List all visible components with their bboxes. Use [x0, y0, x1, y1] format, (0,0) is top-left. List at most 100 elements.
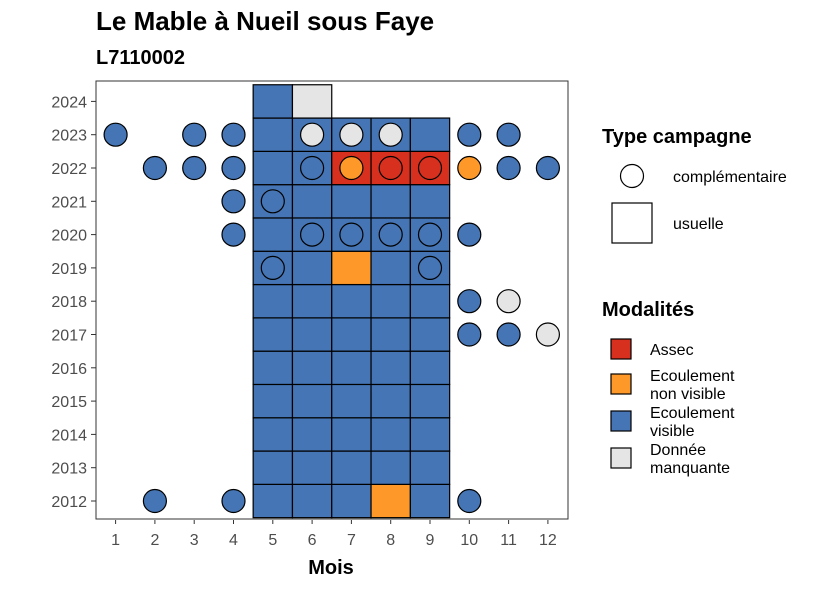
tile-2014-8	[370, 417, 411, 452]
y-tick-label: 2019	[51, 261, 87, 278]
legend-label-assec: Assec	[650, 342, 694, 359]
legend-shape-label: usuelle	[673, 216, 724, 233]
tile-2015-9	[409, 383, 451, 419]
y-tick-label: 2015	[51, 394, 87, 411]
y-tick-label: 2021	[51, 194, 87, 211]
tile-2014-6	[291, 417, 333, 452]
point-2019-9	[417, 255, 443, 280]
tile-2016-8	[370, 350, 411, 386]
tile-2012-8	[370, 483, 411, 519]
tile-2021-8	[370, 184, 411, 219]
x-tick-label: 8	[386, 532, 395, 549]
tile-2016-5	[252, 350, 294, 386]
chart-title: Le Mable à Nueil sous Faye	[96, 6, 434, 36]
y-tick-label: 2014	[51, 427, 87, 444]
tile-2013-9	[409, 450, 451, 485]
tile-2014-5	[252, 417, 294, 452]
legend-key-visible	[610, 410, 632, 432]
point-2020-9	[417, 222, 443, 247]
tile-2014-9	[409, 417, 451, 452]
tiles-layer	[252, 84, 451, 519]
point-2021-4	[221, 189, 246, 214]
point-2019-5	[260, 255, 285, 280]
legend-fill-title: Modalités	[602, 299, 694, 321]
point-2022-9	[417, 155, 443, 181]
x-tick-label: 4	[229, 532, 238, 549]
x-tick-label: 2	[150, 532, 159, 549]
tile-2015-8	[370, 383, 411, 419]
point-2022-4	[221, 155, 246, 181]
tile-2024-5	[252, 84, 294, 119]
tile-2018-5	[252, 283, 294, 319]
legend-key-manquante	[610, 447, 632, 469]
point-2020-8	[378, 222, 403, 247]
tile-2018-8	[370, 283, 411, 319]
point-2021-5	[260, 189, 285, 214]
point-2012-10	[457, 488, 482, 514]
tile-2016-7	[331, 350, 372, 386]
point-2018-11	[496, 289, 521, 314]
point-2023-11	[496, 122, 521, 147]
y-tick-label: 2012	[51, 494, 87, 511]
legend-type-campagne: Type campagne complémentaire usuelle	[602, 126, 787, 244]
x-tick-label: 9	[426, 532, 435, 549]
tile-2024-6	[291, 84, 333, 119]
point-2022-2	[142, 155, 167, 181]
tile-2016-9	[409, 350, 451, 386]
x-tick-label: 3	[190, 532, 199, 549]
point-2022-11	[496, 155, 521, 181]
point-2020-7	[339, 222, 364, 247]
point-2020-10	[457, 222, 482, 247]
tile-2023-9	[409, 117, 451, 152]
x-axis: 1 2 3 4 5 6 7 8 9 10 11 12	[111, 520, 557, 549]
point-2023-7	[339, 122, 364, 147]
point-2022-10	[457, 155, 482, 181]
tile-2023-5	[252, 117, 294, 152]
tile-2021-9	[409, 184, 451, 219]
legend-label-manquante: manquante	[650, 460, 730, 477]
point-2022-8	[378, 155, 403, 181]
tile-2018-6	[291, 283, 333, 319]
tile-2014-7	[331, 417, 372, 452]
point-2023-8	[378, 122, 403, 147]
point-2020-4	[221, 222, 246, 247]
tile-2015-5	[252, 383, 294, 419]
tile-2017-5	[252, 317, 294, 352]
legend-square-key	[611, 202, 653, 244]
tile-2012-5	[252, 483, 294, 519]
y-tick-label: 2016	[51, 361, 87, 378]
plot-area	[95, 80, 569, 520]
x-tick-label: 11	[500, 532, 517, 549]
x-tick-label: 1	[111, 532, 120, 549]
tile-2012-6	[291, 483, 333, 519]
x-tick-label: 7	[347, 532, 356, 549]
legend-shape-title: Type campagne	[602, 126, 752, 148]
tile-2012-7	[331, 483, 372, 519]
tile-2017-6	[291, 317, 333, 352]
point-2012-2	[142, 488, 167, 514]
tile-2013-8	[370, 450, 411, 485]
y-tick-label: 2022	[51, 161, 87, 178]
tile-2019-7	[331, 250, 372, 286]
tile-2017-8	[370, 317, 411, 352]
point-2022-12	[535, 155, 561, 181]
point-2023-1	[103, 122, 128, 147]
x-tick-label: 12	[539, 532, 557, 549]
legend-key-nonvisible	[610, 373, 632, 395]
point-2018-10	[457, 289, 482, 314]
legend-shape-label: complémentaire	[673, 169, 787, 186]
legend-label-manquante: Donnée	[650, 442, 706, 459]
x-tick-label: 5	[268, 532, 277, 549]
legend-label-nonvisible: Ecoulement	[650, 368, 735, 385]
y-tick-label: 2023	[51, 128, 87, 145]
point-2022-3	[182, 155, 207, 181]
point-2023-6	[300, 122, 325, 147]
x-tick-label: 6	[308, 532, 317, 549]
legend-label-nonvisible: non visible	[650, 386, 726, 403]
tile-2018-7	[331, 283, 372, 319]
points-layer	[103, 122, 561, 514]
legend-label-visible: visible	[650, 423, 695, 440]
tile-2019-8	[370, 250, 411, 286]
point-2020-6	[300, 222, 325, 247]
